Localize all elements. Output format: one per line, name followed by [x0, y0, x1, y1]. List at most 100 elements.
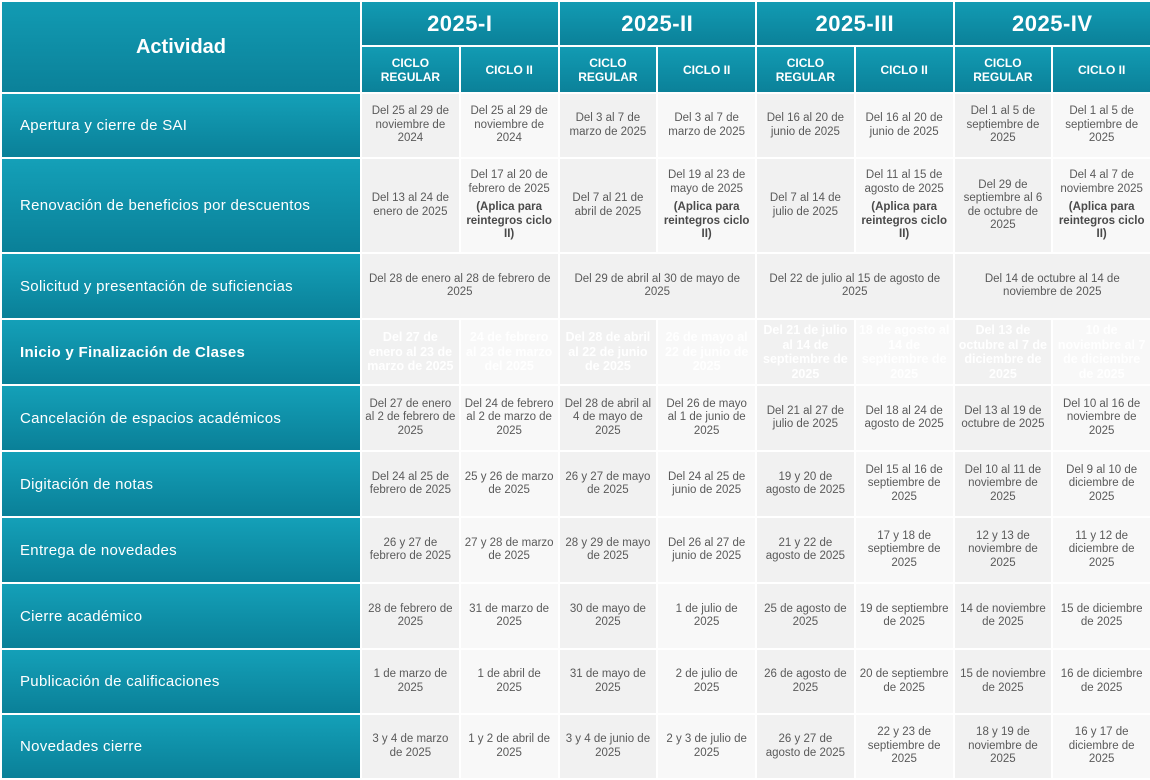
date-cell: Del 3 al 7 de marzo de 2025	[656, 92, 758, 159]
date-cell: Del 9 al 10 de diciembre de 2025	[1051, 450, 1150, 518]
cycle-header: CICLO II	[853, 45, 955, 94]
cell-note: (Aplica para reintegros ciclo II)	[663, 201, 750, 241]
cell-note: (Aplica para reintegros ciclo II)	[861, 201, 947, 241]
date-cell: 15 de diciembre de 2025	[1051, 582, 1150, 650]
date-cell: Del 13 de octubre al 7 de diciembre de 2…	[952, 318, 1054, 386]
date-cell: Del 19 al 23 de mayo de 2025 (Aplica para…	[656, 157, 758, 254]
activity-name: Solicitud y presentación de suficiencias	[0, 252, 362, 320]
table-body: Apertura y cierre de SAI Del 25 al 29 de …	[0, 92, 1150, 780]
date-cell: 14 de noviembre de 2025	[952, 582, 1054, 650]
period-header: 2025-I	[360, 0, 560, 47]
table-header: Actividad 2025-I 2025-II 2025-III 2025-IV CIC…	[0, 0, 1150, 94]
date-cell: 10 de noviembre al 7 de diciembre de 202…	[1051, 318, 1150, 386]
header-row: Actividad 2025-I 2025-II 2025-III 2025-IV	[0, 0, 1150, 94]
date-cell: 3 y 4 de marzo de 2025	[360, 713, 461, 780]
period-header: 2025-II	[557, 0, 758, 47]
activity-row: Inicio y Finalización de Clases Del 27 de…	[0, 318, 1150, 386]
date-text: Del 11 al 15 de agosto de 2025	[864, 169, 944, 195]
date-cell: 2 y 3 de julio de 2025	[656, 713, 758, 780]
date-cell: 24 de febrero al 23 de marzo del 2025	[458, 318, 560, 386]
header-row: CICLO REGULAR CICLO II CICLO REGULAR CICLO …	[1, 45, 1150, 94]
cycle-header: CICLO REGULAR	[952, 45, 1054, 94]
date-cell: Del 24 al 25 de junio de 2025	[656, 450, 758, 518]
cycle-header: CICLO II	[656, 45, 758, 94]
activity-name: Renovación de beneficios por descuentos	[0, 157, 362, 254]
date-cell: Del 26 al 27 de junio de 2025	[656, 516, 758, 584]
activity-row: Novedades cierre 3 y 4 de marzo de 2025 1 …	[0, 713, 1150, 780]
date-cell: Del 24 al 25 de febrero de 2025	[360, 450, 461, 518]
period-header: 2025-IV	[952, 0, 1150, 47]
activity-row: Solicitud y presentación de suficiencias…	[0, 252, 1150, 320]
activity-name: Cancelación de espacios académicos	[0, 384, 362, 452]
date-cell: 26 de agosto de 2025	[755, 648, 856, 715]
date-cell: Del 17 al 20 de febrero de 2025 (Aplica p…	[458, 157, 560, 254]
date-cell: Del 26 de mayo al 1 de junio de 2025	[656, 384, 758, 452]
activity-name: Entrega de novedades	[0, 516, 362, 584]
date-cell: Del 27 de enero al 2 de febrero de 2025	[360, 384, 461, 452]
date-cell: 26 y 27 de febrero de 2025	[360, 516, 461, 584]
activity-name: Digitación de notas	[0, 450, 362, 518]
date-cell: 15 de noviembre de 2025	[952, 648, 1054, 715]
date-cell: 25 de agosto de 2025	[755, 582, 856, 650]
date-cell: Del 29 de abril al 30 de mayo de 2025	[557, 252, 758, 320]
date-cell: Del 10 al 16 de noviembre de 2025	[1051, 384, 1150, 452]
activity-name: Novedades cierre	[0, 713, 362, 780]
date-cell: 3 y 4 de junio de 2025	[557, 713, 659, 780]
date-cell: 18 y 19 de noviembre de 2025	[952, 713, 1054, 780]
date-cell: Del 16 al 20 de junio de 2025	[755, 92, 856, 159]
date-cell: 28 de febrero de 2025	[360, 582, 461, 650]
date-cell: 25 y 26 de marzo de 2025	[458, 450, 560, 518]
date-cell: Del 22 de julio al 15 de agosto de 2025	[755, 252, 955, 320]
date-cell: 19 de septiembre de 2025	[853, 582, 955, 650]
activity-row: Cierre académico 28 de febrero de 2025 31 …	[0, 582, 1150, 650]
date-cell: Del 29 de septiembre al 6 de octubre de …	[952, 157, 1054, 254]
date-cell: Del 11 al 15 de agosto de 2025 (Aplica pa…	[853, 157, 955, 254]
date-cell: Del 13 al 24 de enero de 2025	[360, 157, 461, 254]
date-cell: 17 y 18 de septiembre de 2025	[853, 516, 955, 584]
date-cell: Del 28 de enero al 28 de febrero de 2025	[360, 252, 560, 320]
date-cell: Del 16 al 20 de junio de 2025	[853, 92, 955, 159]
activity-name: Publicación de calificaciones	[0, 648, 362, 715]
date-cell: 16 de diciembre de 2025	[1051, 648, 1150, 715]
date-cell: 31 de marzo de 2025	[458, 582, 560, 650]
date-cell: Del 4 al 7 de noviembre 2025 (Aplica para…	[1051, 157, 1150, 254]
date-cell: 27 y 28 de marzo de 2025	[458, 516, 560, 584]
cycle-header: CICLO II	[1051, 45, 1150, 94]
date-cell: 2 de julio de 2025	[656, 648, 758, 715]
date-cell: Del 7 al 21 de abril de 2025	[557, 157, 659, 254]
cell-note: (Aplica para reintegros ciclo II)	[466, 201, 552, 241]
date-cell: 19 y 20 de agosto de 2025	[755, 450, 856, 518]
date-cell: 16 y 17 de diciembre de 2025	[1051, 713, 1150, 780]
date-cell: 1 de julio de 2025	[656, 582, 758, 650]
date-cell: Del 28 de abril al 22 de junio de 2025	[557, 318, 659, 386]
date-cell: Del 28 de abril al 4 de mayo de 2025	[557, 384, 659, 452]
date-cell: 26 y 27 de agosto de 2025	[755, 713, 856, 780]
date-cell: Del 21 de julio al 14 de septiembre de 2…	[755, 318, 856, 386]
date-cell: Del 13 al 19 de octubre de 2025	[952, 384, 1054, 452]
date-cell: 11 y 12 de diciembre de 2025	[1051, 516, 1150, 584]
date-text: Del 4 al 7 de noviembre 2025	[1060, 169, 1143, 195]
date-cell: 1 y 2 de abril de 2025	[458, 713, 560, 780]
activity-row: Apertura y cierre de SAI Del 25 al 29 de …	[0, 92, 1150, 159]
cycle-header: CICLO REGULAR	[755, 45, 856, 94]
activity-row: Entrega de novedades 26 y 27 de febrero d…	[0, 516, 1150, 584]
activity-name: Cierre académico	[0, 582, 362, 650]
cycle-header: CICLO II	[458, 45, 560, 94]
activity-header: Actividad	[0, 0, 362, 94]
activity-row: Renovación de beneficios por descuentos D…	[0, 157, 1150, 254]
date-cell: Del 14 de octubre al 14 de noviembre de …	[952, 252, 1150, 320]
date-cell: Del 24 de febrero al 2 de marzo de 2025	[458, 384, 560, 452]
date-cell: 30 de mayo de 2025	[557, 582, 659, 650]
date-cell: 31 de mayo de 2025	[557, 648, 659, 715]
activity-row: Publicación de calificaciones 1 de marzo …	[0, 648, 1150, 715]
date-cell: Del 18 al 24 de agosto de 2025	[853, 384, 955, 452]
activity-name: Apertura y cierre de SAI	[0, 92, 362, 159]
date-cell: 22 y 23 de septiembre de 2025	[853, 713, 955, 780]
date-cell: Del 1 al 5 de septiembre de 2025	[1051, 92, 1150, 159]
date-text: Del 19 al 23 de mayo de 2025	[667, 169, 746, 195]
period-header: 2025-III	[755, 0, 955, 47]
cycle-header: CICLO REGULAR	[557, 45, 659, 94]
date-cell: Del 1 al 5 de septiembre de 2025	[952, 92, 1054, 159]
